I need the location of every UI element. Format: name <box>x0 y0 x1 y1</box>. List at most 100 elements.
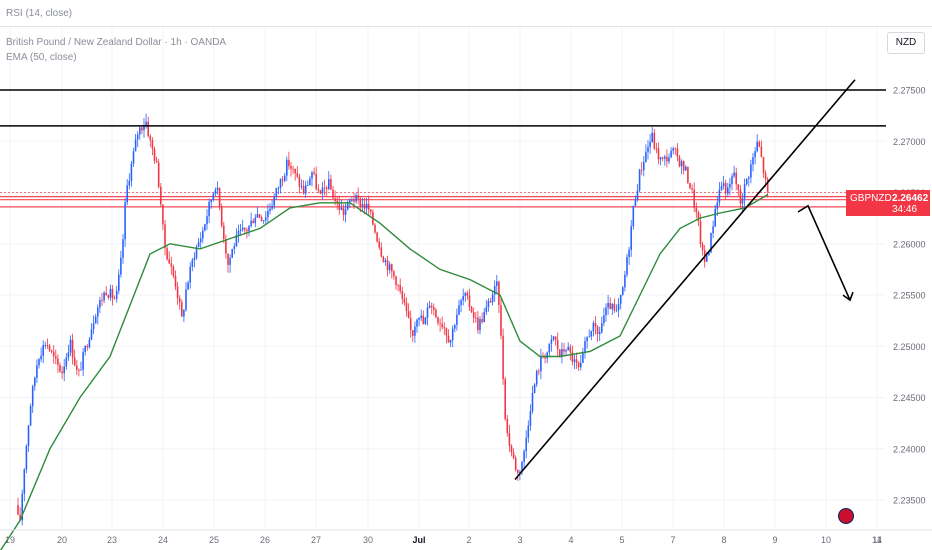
candle-body <box>290 166 292 169</box>
candle-body <box>55 356 57 359</box>
candle-body <box>367 203 370 210</box>
candle-body <box>701 244 704 251</box>
candle-body <box>496 281 498 286</box>
candle-body <box>657 148 660 160</box>
candle-body <box>332 189 334 199</box>
candle-body <box>27 425 30 446</box>
candle-body <box>248 225 250 232</box>
candle-body <box>422 315 425 325</box>
resistance-zone <box>0 192 846 208</box>
candle-body <box>718 189 721 203</box>
candle-body <box>661 157 664 159</box>
candle-body <box>504 379 506 420</box>
candle-body <box>342 207 345 215</box>
candle-body <box>766 179 769 192</box>
candle-body <box>25 445 28 470</box>
candle-body <box>643 162 645 171</box>
candle-body <box>197 242 200 247</box>
candle-body <box>65 357 68 367</box>
candle-body <box>737 184 740 190</box>
candle-body <box>344 209 347 215</box>
candle-body <box>237 230 240 236</box>
pane-separator[interactable] <box>0 26 932 27</box>
candle-body <box>355 195 357 202</box>
candle-body <box>481 319 483 323</box>
candle-body <box>239 229 242 231</box>
candle-body <box>300 186 303 187</box>
candle-body <box>172 266 175 277</box>
x-tick-label: 8 <box>721 535 726 545</box>
candle-body <box>561 349 563 358</box>
symbol-title[interactable]: British Pound / New Zealand Dollar · 1h … <box>6 37 227 48</box>
candle-body <box>399 285 401 292</box>
candle-body <box>346 202 349 210</box>
candle-body <box>487 301 490 308</box>
candle-body <box>292 168 294 170</box>
x-tick-label: 27 <box>311 535 321 545</box>
candle-body <box>466 292 469 296</box>
candle-body <box>596 326 599 334</box>
trend-drawings[interactable] <box>0 79 886 481</box>
candle-body <box>462 296 464 301</box>
candle-body <box>491 294 494 303</box>
projection-arrow[interactable] <box>797 204 851 301</box>
candle-body <box>164 224 166 249</box>
candle-body <box>187 282 189 290</box>
candle-body <box>748 177 750 179</box>
x-tick-label: 4 <box>568 535 573 545</box>
x-tick-label: 25 <box>209 535 219 545</box>
candle-body <box>178 297 181 303</box>
candle-body <box>508 433 511 446</box>
candle-body <box>202 230 204 239</box>
ema-indicator-label[interactable]: EMA (50, close) <box>6 52 77 63</box>
candle-body <box>386 260 389 271</box>
x-tick-label: 10 <box>821 535 831 545</box>
candle-body <box>208 201 210 217</box>
rising-trendline[interactable] <box>514 79 856 481</box>
candle-body <box>97 307 99 317</box>
candle-series <box>17 113 769 526</box>
candle-body <box>319 190 322 194</box>
candle-body <box>269 208 271 212</box>
candle-body <box>334 198 336 202</box>
candle-body <box>86 346 89 348</box>
candle-body <box>258 214 261 218</box>
candle-body <box>275 188 278 197</box>
candle-body <box>388 264 391 271</box>
candle-body <box>380 247 383 257</box>
price-axis[interactable]: 2.275002.270002.265002.260002.255002.250… <box>893 86 926 506</box>
currency-button[interactable]: NZD <box>887 32 925 54</box>
candle-body <box>353 200 355 202</box>
y-tick-label: 2.25500 <box>893 291 926 301</box>
x-tick-label: 19 <box>5 535 15 545</box>
candle-body <box>647 147 649 152</box>
candle-body <box>529 411 532 426</box>
candle-body <box>143 125 145 131</box>
candle-body <box>395 276 397 286</box>
candle-body <box>470 306 473 313</box>
x-tick-label: 5 <box>619 535 624 545</box>
candle-body <box>439 322 441 324</box>
candle-body <box>682 161 685 171</box>
candle-body <box>418 317 420 320</box>
candle-body <box>472 312 475 318</box>
candle-body <box>267 211 269 218</box>
candle-body <box>294 168 296 174</box>
candle-body <box>36 365 38 378</box>
rsi-indicator-label[interactable]: RSI (14, close) <box>6 8 73 19</box>
candle-body <box>363 204 366 209</box>
candle-body <box>685 166 687 171</box>
candle-body <box>34 377 36 387</box>
uk-flag-icon[interactable] <box>838 508 854 524</box>
candle-body <box>630 226 632 250</box>
candle-body <box>50 350 53 352</box>
candle-body <box>216 187 219 190</box>
candle-body <box>745 178 748 185</box>
candle-body <box>336 201 338 203</box>
candle-body <box>426 307 429 318</box>
candle-body <box>113 298 116 300</box>
candle-body <box>214 189 217 194</box>
candle-body <box>733 172 735 177</box>
